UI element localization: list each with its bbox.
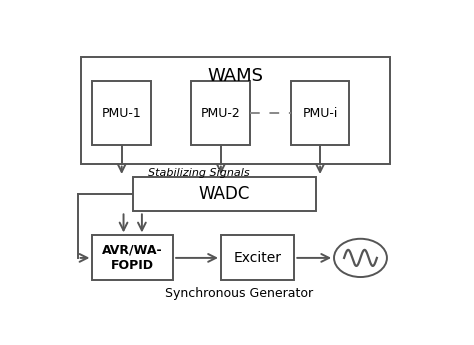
Text: Synchronous Generator: Synchronous Generator (165, 287, 313, 300)
FancyBboxPatch shape (291, 81, 349, 145)
Text: Stabilizing Signals: Stabilizing Signals (148, 168, 250, 178)
Text: PMU-i: PMU-i (302, 107, 338, 120)
Text: WAMS: WAMS (208, 67, 264, 85)
FancyBboxPatch shape (133, 177, 316, 211)
FancyBboxPatch shape (92, 81, 151, 145)
Text: PMU-1: PMU-1 (102, 107, 142, 120)
FancyBboxPatch shape (221, 235, 294, 280)
Text: AVR/WA-
FOPID: AVR/WA- FOPID (102, 244, 163, 272)
Text: WADC: WADC (199, 185, 250, 203)
FancyBboxPatch shape (82, 57, 390, 164)
Text: PMU-2: PMU-2 (201, 107, 241, 120)
Circle shape (334, 239, 387, 277)
Text: Exciter: Exciter (234, 251, 282, 265)
FancyBboxPatch shape (191, 81, 250, 145)
FancyBboxPatch shape (92, 235, 173, 280)
